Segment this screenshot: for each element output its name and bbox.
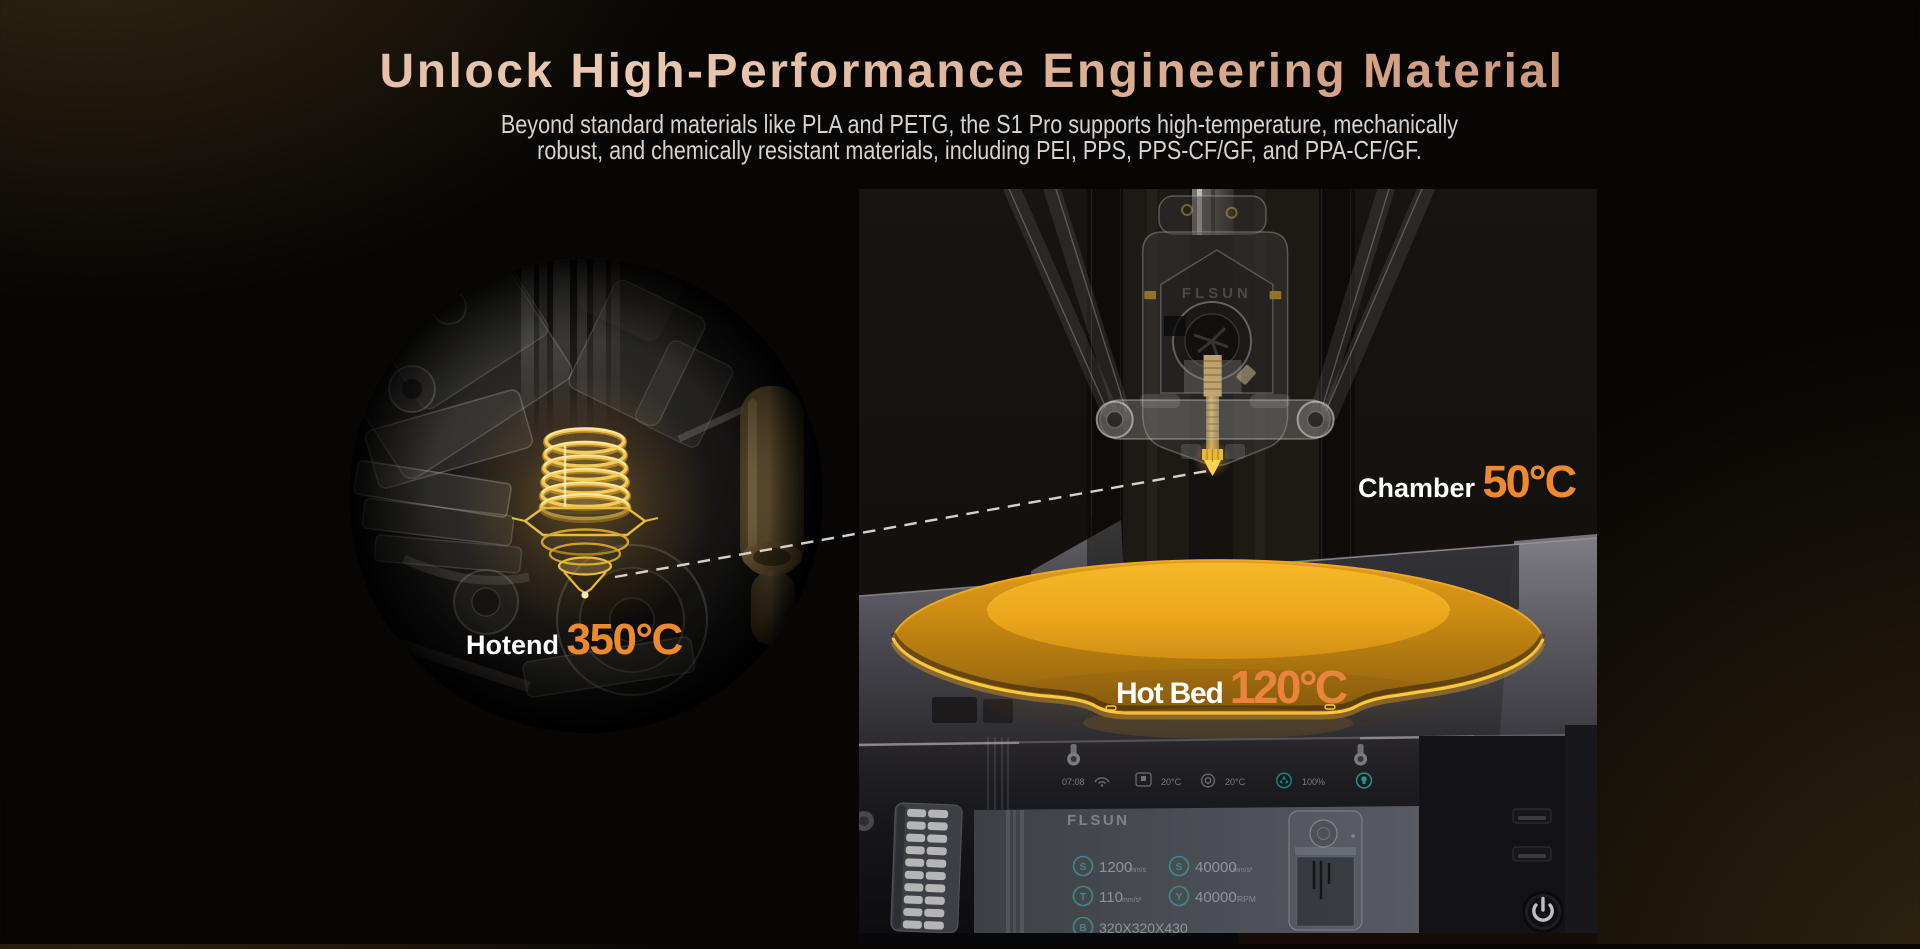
svg-text:B: B (1079, 923, 1086, 934)
svg-text:110: 110 (1099, 889, 1123, 906)
svg-text:20°C: 20°C (1225, 777, 1246, 787)
svg-text:mm/s²: mm/s² (1233, 867, 1253, 874)
svg-text:S: S (1176, 862, 1183, 873)
svg-text:1200: 1200 (1099, 859, 1132, 876)
svg-text:mm/s²: mm/s² (1122, 897, 1142, 904)
svg-text:Y: Y (1176, 892, 1183, 903)
svg-text:40000: 40000 (1195, 859, 1237, 876)
svg-text:T: T (1080, 892, 1086, 903)
svg-text:320X320X430: 320X320X430 (1099, 920, 1188, 936)
svg-text:RPM: RPM (1237, 894, 1256, 904)
svg-text:S: S (1080, 862, 1087, 873)
svg-text:FLSUN: FLSUN (1182, 285, 1252, 302)
svg-text:100%: 100% (1302, 777, 1325, 787)
svg-text:40000: 40000 (1195, 889, 1237, 906)
svg-text:20°C: 20°C (1161, 777, 1182, 787)
svg-text:mm/s: mm/s (1129, 867, 1147, 874)
svg-text:07:08: 07:08 (1062, 777, 1085, 787)
svg-text:FLSUN: FLSUN (1067, 812, 1130, 829)
